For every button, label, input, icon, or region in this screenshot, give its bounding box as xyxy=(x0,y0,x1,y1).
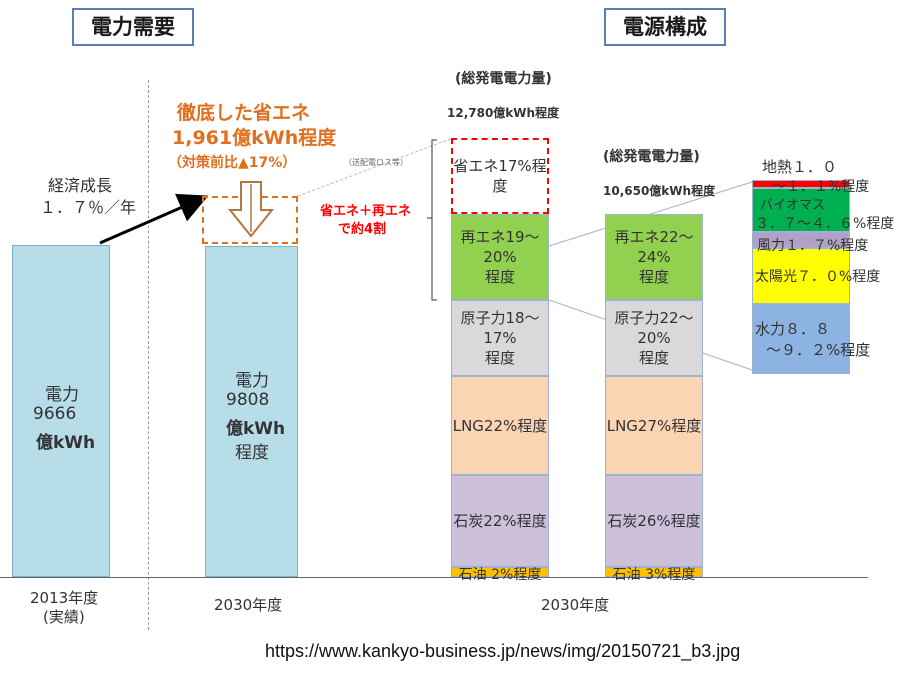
mix1-nuclear-line1: 原子力18～17% xyxy=(460,309,540,347)
bar-2013-line1: 電力 xyxy=(45,385,79,405)
breakdown-bio-line2: ３．７～４．６%程度 xyxy=(755,216,895,232)
mix2-renewable-line1: 再エネ22～24% xyxy=(614,228,694,266)
total-2-label: (総発電電力量) xyxy=(603,149,700,165)
mix1-shoene-label: 省エネ17%程度 xyxy=(453,157,547,195)
mix2-renewable: 再エネ22～24% 程度 xyxy=(605,214,703,300)
divider-line xyxy=(148,80,149,630)
total-1-label: (総発電電力量) xyxy=(455,71,552,87)
mix1-lng: LNG22%程度 xyxy=(451,376,549,475)
mix1-renewable-line2: 程度 xyxy=(484,268,515,286)
breakdown-geothermal xyxy=(752,180,850,188)
breakdown-hydro xyxy=(752,304,850,374)
saving-title-3: （対策前比▲17%） xyxy=(168,155,297,171)
mix2-oil: 石油 3%程度 xyxy=(605,567,703,583)
mix1-nuclear: 原子力18～17% 程度 xyxy=(451,300,549,376)
breakdown-hydro-line2: ～９．２%程度 xyxy=(766,341,871,359)
breakdown-geo-line1: 地熱１．０ xyxy=(762,158,838,176)
x-label-2013-line2: (実績) xyxy=(43,608,85,626)
mix2-lng: LNG27%程度 xyxy=(605,376,703,475)
x-axis-line xyxy=(0,577,868,578)
growth-label-1: 経済成長 xyxy=(48,176,113,195)
bar-2030-line3: 億kWh xyxy=(226,419,286,439)
bar-2030-demand xyxy=(205,246,298,577)
mix1-coal-label: 石炭22%程度 xyxy=(453,512,547,530)
breakdown-hydro-line1: 水力８．８ xyxy=(755,320,831,338)
mix1-oil: 石油 2%程度 xyxy=(451,567,549,583)
down-arrow-icon xyxy=(227,181,275,238)
mix1-shoene: 省エネ17%程度 xyxy=(451,138,549,214)
mix2-lng-label: LNG27%程度 xyxy=(606,416,702,435)
mix2-oil-label: 石油 3%程度 xyxy=(612,567,696,583)
bar-2030-line2: 9808 xyxy=(226,390,270,410)
breakdown-bio-line1: バイオマス xyxy=(760,198,826,213)
breakdown-wind xyxy=(752,232,850,248)
mix2-coal: 石炭26%程度 xyxy=(605,475,703,567)
total-1-value: 12,780億kWh程度 xyxy=(447,106,560,120)
mix1-renewable-line1: 再エネ19～20% xyxy=(460,228,540,266)
mix1-lng-label: LNG22%程度 xyxy=(452,416,548,435)
x-label-2030: 2030年度 xyxy=(214,596,283,614)
mix2-renewable-line2: 程度 xyxy=(638,268,669,286)
combined-label-2: で約4割 xyxy=(338,222,387,237)
growth-label-2: １．７％／年 xyxy=(40,198,137,217)
source-url[interactable]: https://www.kankyo-business.jp/news/img/… xyxy=(265,641,741,661)
breakdown-wind-label: 風力１．７%程度 xyxy=(757,238,869,254)
breakdown-solar-label: 太陽光７．０%程度 xyxy=(755,269,881,285)
saving-title-1: 徹底した省エネ xyxy=(177,102,311,124)
mix2-nuclear-line1: 原子力22～20% xyxy=(614,309,694,347)
bar-2013-line2: 9666 xyxy=(33,404,77,424)
breakdown-biomass xyxy=(752,188,850,232)
power-mix-header: 電源構成 xyxy=(604,8,726,46)
demand-header: 電力需要 xyxy=(72,8,194,46)
mix1-coal: 石炭22%程度 xyxy=(451,475,549,567)
bar-2013-line3: 億kWh xyxy=(36,433,96,453)
bar-2013-demand xyxy=(12,245,110,577)
mix2-coal-label: 石炭26%程度 xyxy=(607,512,701,530)
mix1-oil-label: 石油 2%程度 xyxy=(458,567,542,583)
x-label-2030-mix: 2030年度 xyxy=(541,596,610,614)
total-2-value: 10,650億kWh程度 xyxy=(603,184,716,198)
bar-2030-line4: 程度 xyxy=(235,443,269,463)
mix1-renewable: 再エネ19～20% 程度 xyxy=(451,214,549,300)
mix2-nuclear: 原子力22～20% 程度 xyxy=(605,300,703,376)
x-label-2013-line1: 2013年度 xyxy=(30,589,99,607)
breakdown-solar xyxy=(752,248,850,304)
saving-title-2: 1,961億kWh程度 xyxy=(172,127,337,149)
mix1-nuclear-line2: 程度 xyxy=(484,349,515,367)
saving-note: （送配電ロス等） xyxy=(344,158,408,167)
combined-label-1: 省エネ＋再エネ xyxy=(320,204,412,219)
breakdown-geo-line2: ～１．１%程度 xyxy=(772,179,870,195)
bar-2030-line1: 電力 xyxy=(235,371,269,391)
mix2-nuclear-line2: 程度 xyxy=(638,349,669,367)
